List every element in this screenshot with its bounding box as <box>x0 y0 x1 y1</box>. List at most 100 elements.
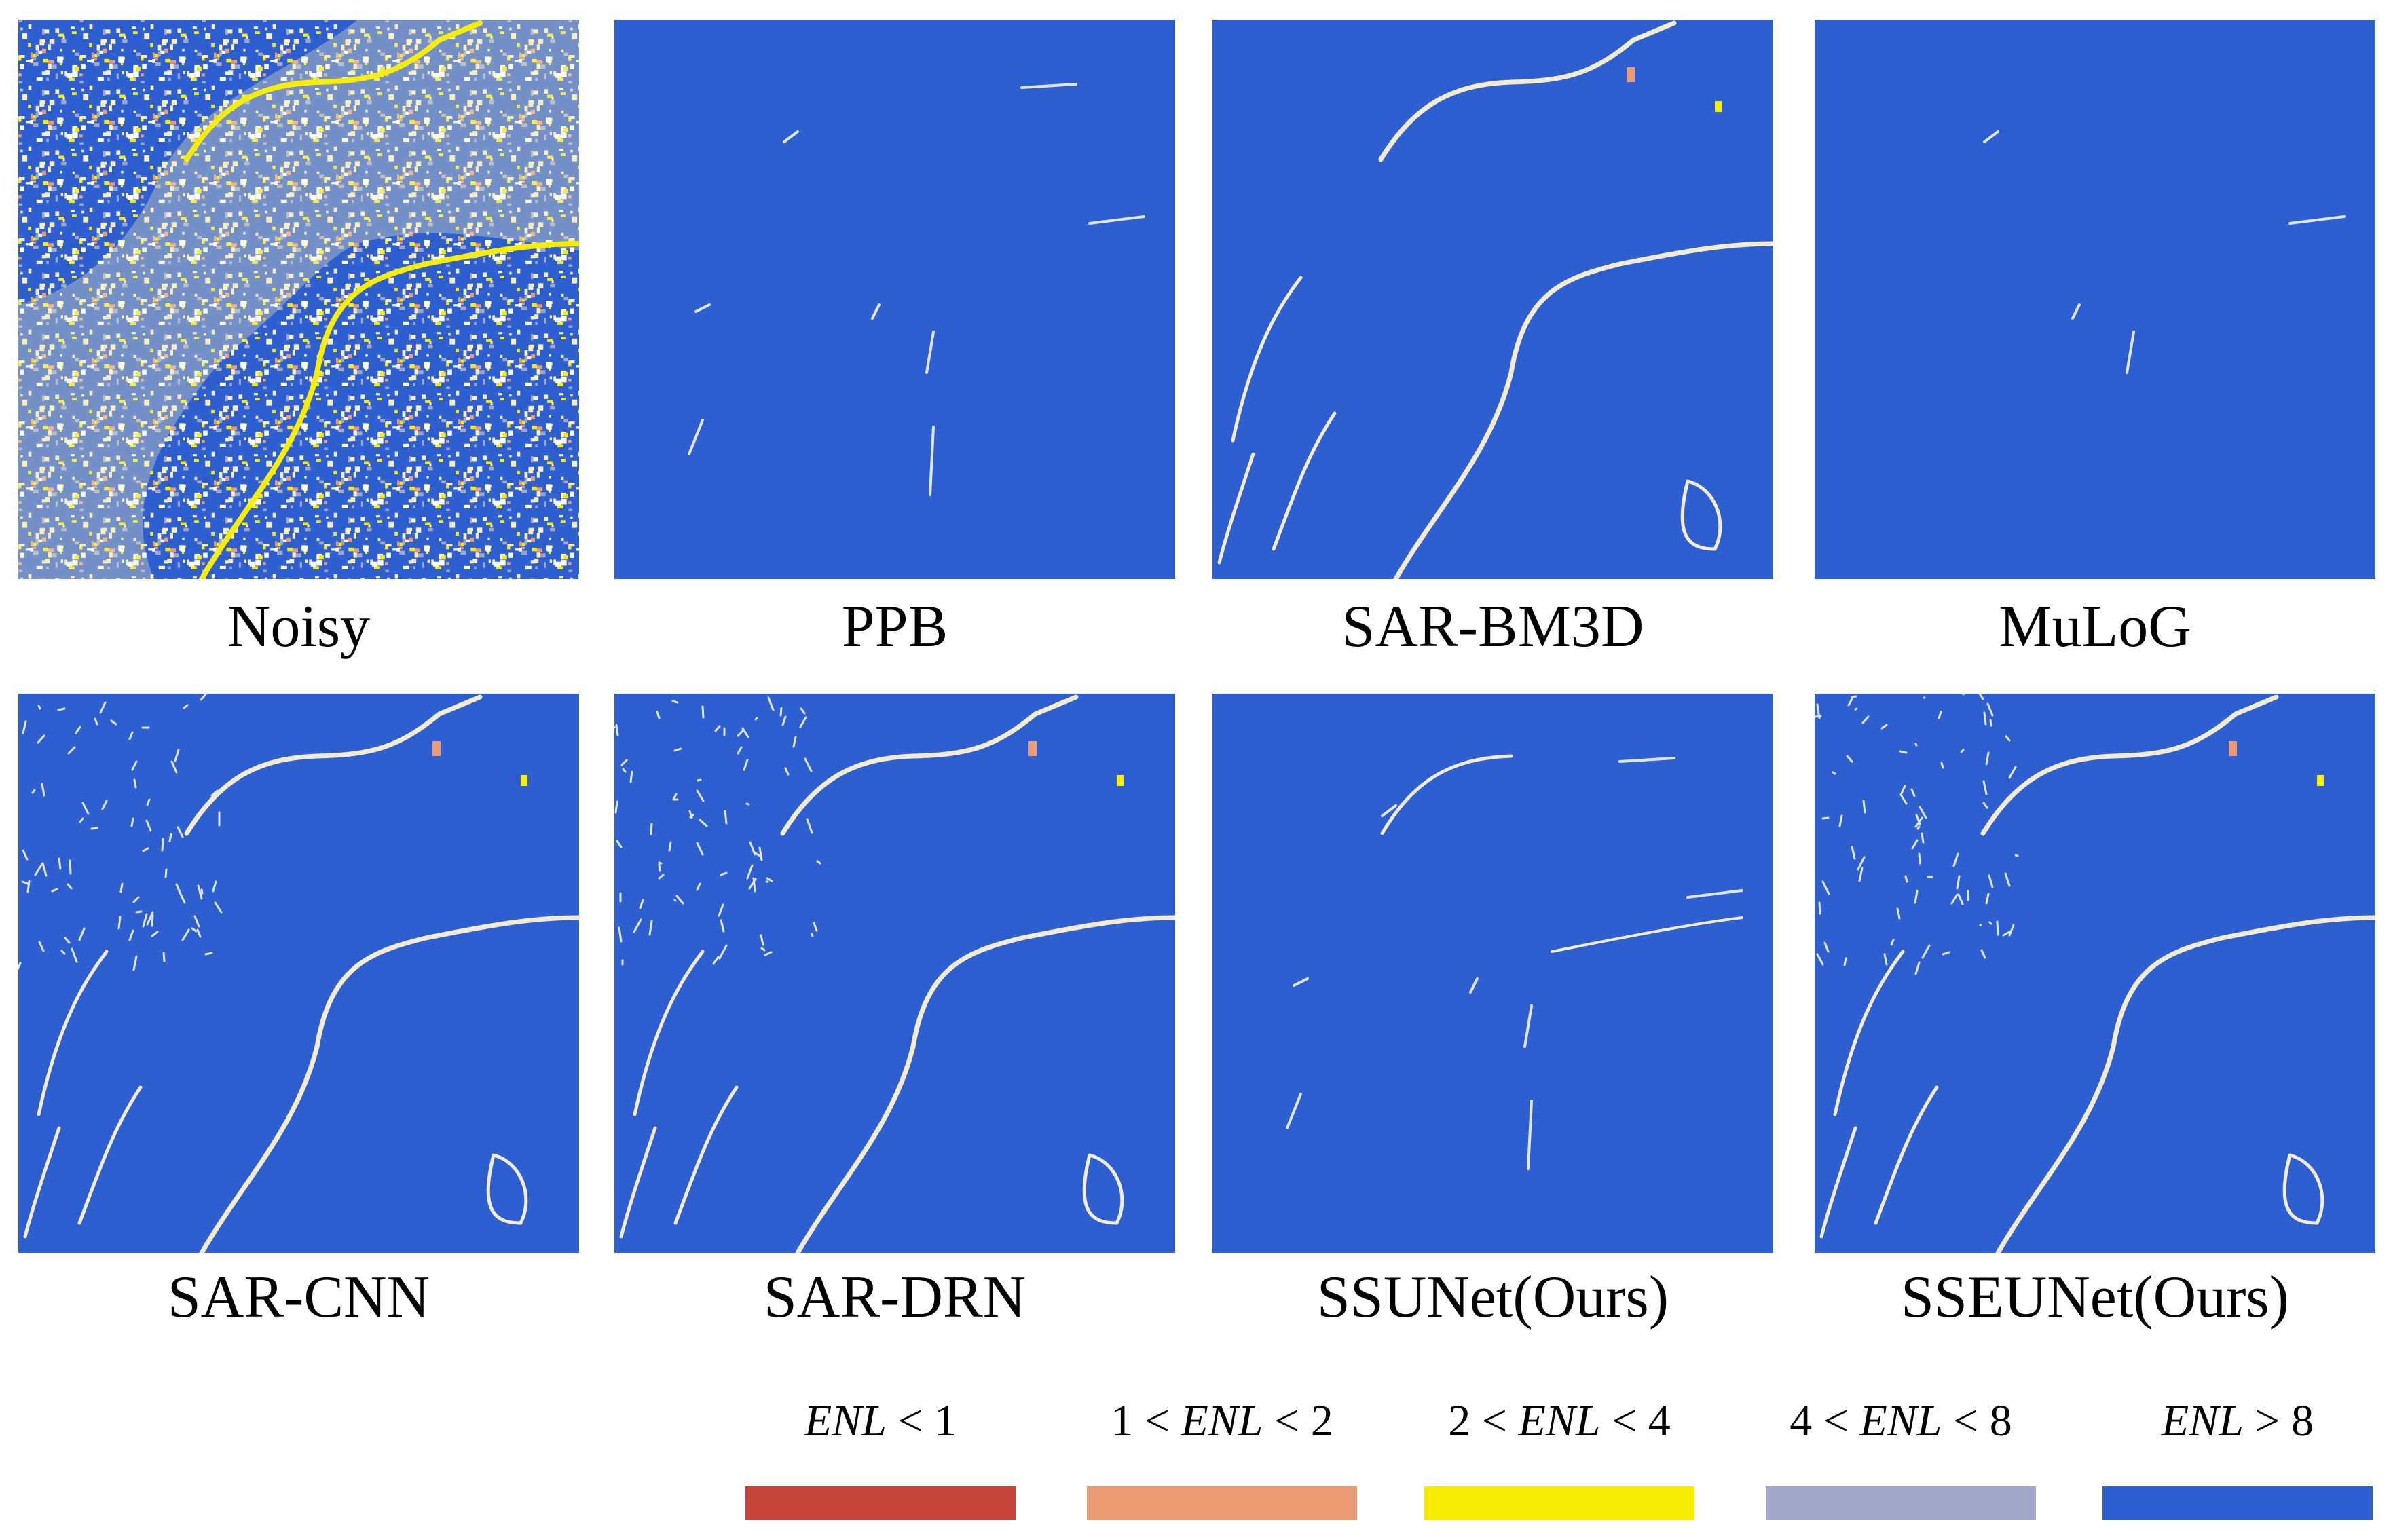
edge <box>1523 1004 1533 1048</box>
edge <box>79 817 84 823</box>
edge <box>1082 1153 1124 1225</box>
edge <box>1950 893 1959 905</box>
edge <box>41 862 48 877</box>
edge <box>1020 83 1077 89</box>
edge <box>1816 703 1821 719</box>
dense-region <box>18 20 579 579</box>
edge <box>1880 724 1888 730</box>
edge <box>1982 780 1988 795</box>
edge <box>178 890 186 904</box>
edge <box>486 1153 528 1225</box>
edge <box>1982 802 1988 809</box>
panel-caption: SSUNet(Ours) <box>1317 1264 1669 1330</box>
edge <box>1833 950 1905 1116</box>
edge <box>101 800 108 810</box>
panel-caption: SAR-CNN <box>168 1264 430 1330</box>
edge <box>130 817 134 827</box>
edge <box>720 919 725 933</box>
edge <box>741 727 749 738</box>
edge <box>760 947 766 952</box>
edge <box>128 929 134 941</box>
edge <box>110 719 117 726</box>
edge <box>1851 695 1857 698</box>
edge <box>1393 241 1773 579</box>
hot-spot <box>432 741 441 756</box>
edge <box>1858 867 1864 882</box>
edge <box>746 864 754 880</box>
legend-swatch <box>2102 1486 2373 1520</box>
edge <box>764 951 773 956</box>
edge <box>1952 852 1959 867</box>
edge <box>2005 735 2011 742</box>
edge <box>1551 916 1743 953</box>
edge <box>633 950 705 1116</box>
edge <box>51 888 58 893</box>
edge <box>1527 1100 1533 1170</box>
edge <box>1899 750 1908 754</box>
edge <box>151 914 154 927</box>
edge <box>214 901 223 914</box>
hot-spot <box>1028 741 1037 756</box>
hot-spot <box>2317 775 2324 786</box>
edge <box>1883 953 1888 966</box>
edge <box>2071 303 2081 320</box>
edge <box>811 933 814 937</box>
edge <box>77 1085 143 1225</box>
edge <box>131 760 138 771</box>
edge <box>616 840 623 848</box>
edge <box>1978 694 1984 700</box>
edge <box>146 911 154 926</box>
edge <box>174 749 180 762</box>
edge <box>2126 331 2135 374</box>
edge <box>22 849 29 861</box>
edge <box>1980 949 1986 959</box>
edge <box>1988 921 1992 925</box>
edge <box>650 823 653 835</box>
edge <box>132 955 138 971</box>
edge <box>758 846 763 861</box>
edge <box>2288 215 2346 225</box>
edge <box>133 778 137 789</box>
hot-spot <box>1627 67 1635 82</box>
edge <box>1942 951 1950 956</box>
panel-caption: SAR-DRN <box>764 1264 1026 1330</box>
edge <box>128 731 134 740</box>
edge <box>688 419 704 455</box>
edge <box>1983 711 1987 726</box>
edge <box>57 707 66 711</box>
edge <box>1980 694 2279 836</box>
edge <box>196 928 202 938</box>
edge <box>1821 880 1830 895</box>
panel-caption: SAR-BM3D <box>1342 594 1644 660</box>
edge <box>619 1126 657 1239</box>
edge <box>1921 832 1925 844</box>
edge <box>181 928 190 941</box>
edge <box>1890 939 1895 946</box>
legend-label-part: ENL <box>804 1396 887 1446</box>
edge <box>689 814 694 819</box>
edge <box>146 798 151 806</box>
edge <box>614 800 618 814</box>
edge <box>78 927 86 941</box>
edge <box>90 827 98 830</box>
panel <box>1815 20 2375 579</box>
hot-spot <box>1117 775 1124 786</box>
edge <box>1960 749 1965 753</box>
edge <box>752 877 756 893</box>
panel-image <box>614 20 1175 579</box>
edge <box>1988 874 1994 888</box>
legend-label: 1 < ENL < 2 <box>1111 1396 1333 1446</box>
edge <box>2282 1153 2324 1225</box>
edge <box>1832 771 1836 775</box>
edge <box>1819 1126 1857 1239</box>
edge <box>633 918 642 933</box>
edge <box>132 896 140 903</box>
edge <box>1989 719 1992 727</box>
legend-label-part: ENL <box>1517 1396 1600 1446</box>
legend-label-part: 4 < <box>1790 1396 1859 1446</box>
edge <box>784 767 790 776</box>
edge <box>1846 755 1853 763</box>
edge <box>816 860 821 865</box>
hot-spot <box>521 775 527 786</box>
